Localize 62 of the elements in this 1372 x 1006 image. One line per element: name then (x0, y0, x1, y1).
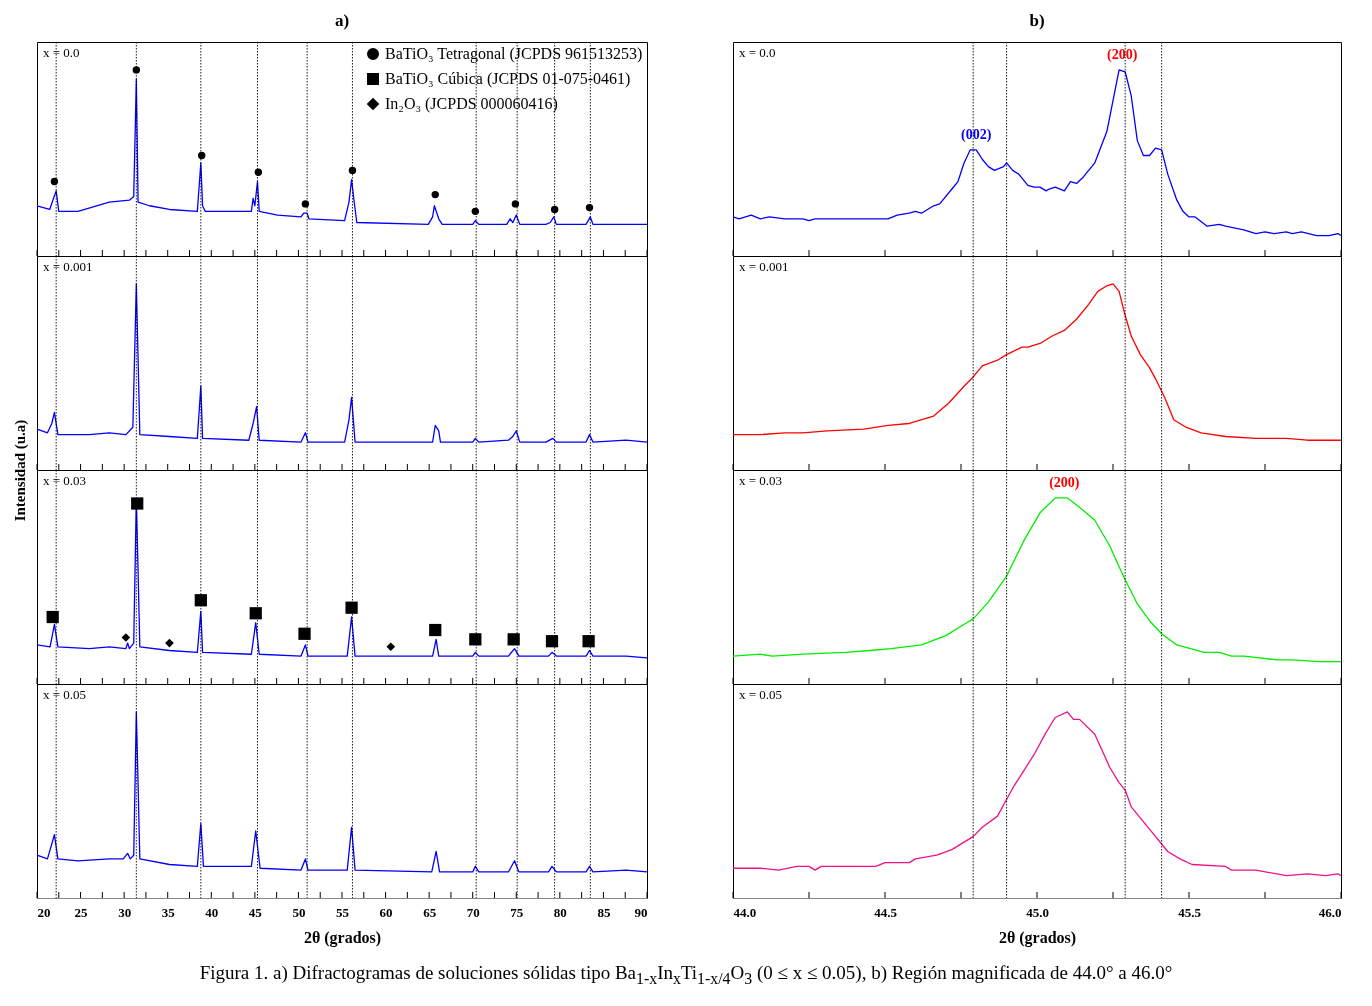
annotation: (200) (1049, 474, 1080, 491)
point (469, 633, 482, 646)
point (46, 610, 59, 624)
point (545, 635, 559, 648)
x-tick-label: 55 (336, 904, 350, 920)
point (301, 200, 310, 208)
point (582, 635, 595, 648)
x-axis-title: 2θ (grados) (998, 928, 1077, 947)
point (471, 207, 480, 216)
annotation: (002) (961, 126, 992, 143)
point (507, 633, 520, 646)
text: x = 0.0 (739, 45, 776, 60)
x-tick-label: 25 (74, 904, 89, 920)
x-tick-label: 70 (466, 904, 480, 920)
x-tick-label: 30 (118, 904, 132, 920)
x-tick-label: 40 (205, 904, 219, 920)
chart-title: a) (334, 10, 350, 30)
x-tick-label: 45.0 (1026, 904, 1049, 920)
x-tick-label: 80 (553, 904, 567, 920)
point (131, 497, 144, 510)
point (511, 200, 520, 208)
text: x = 0.0 (43, 45, 80, 60)
point (386, 642, 396, 652)
point (550, 205, 559, 214)
x-tick-label: 44.5 (874, 904, 898, 920)
annotation: (200) (1106, 46, 1138, 63)
chart-title: b) (1029, 10, 1045, 30)
point (429, 623, 442, 637)
x-tick-label: 75 (510, 904, 524, 920)
point (249, 607, 262, 620)
point (585, 203, 594, 212)
point (348, 166, 357, 175)
legend-label: BaTiO₃ Tetragonal (JCPDS 961513253) (385, 45, 643, 63)
point (197, 151, 206, 160)
x-tick-label: 50 (292, 904, 306, 920)
text: x = 0.03 (739, 473, 783, 488)
text: BaTiO₃ Cúbica (JCPDS 01-075-0461) (385, 70, 631, 87)
text: x = 0.001 (43, 259, 93, 274)
x-tick-label: 65 (423, 904, 437, 920)
text: In₂O₃ (JCPDS 000060416) (385, 95, 558, 112)
point (254, 168, 263, 176)
text: x = 0.03 (43, 473, 87, 488)
point (431, 190, 439, 199)
x-tick-label: 85 (597, 904, 611, 920)
point (345, 601, 358, 614)
x-tick-label: 46.0 (1318, 904, 1342, 920)
x-tick-label: 60 (379, 904, 393, 920)
x-tick-label: 90 (634, 904, 648, 920)
text: x = 0.05 (43, 687, 87, 702)
x-tick-label: 44.0 (733, 904, 757, 920)
x-tick-label: 35 (161, 904, 176, 920)
text: x = 0.001 (739, 259, 789, 274)
x-tick-label: 20 (37, 904, 51, 920)
text: Figura 1. a) Difractogramas de soluciones sólidas tipo Ba$_{1-x}$In$_{x}$Ti$_{1-x/4}$O$_{3}$ (0 ≤ x ≤ 0.05), b) Región magnificada de 44.0° a 46.0° (199, 962, 1173, 987)
point (298, 627, 311, 640)
y-axis-title: Intensidad (u.a) (11, 419, 29, 522)
point (194, 594, 207, 607)
text: x = 0.05 (739, 687, 783, 702)
x-tick-label: 45.5 (1178, 904, 1202, 920)
x-tick-label: 45 (248, 904, 263, 920)
point (50, 177, 59, 186)
x-axis-title: 2θ (grados) (303, 928, 382, 947)
